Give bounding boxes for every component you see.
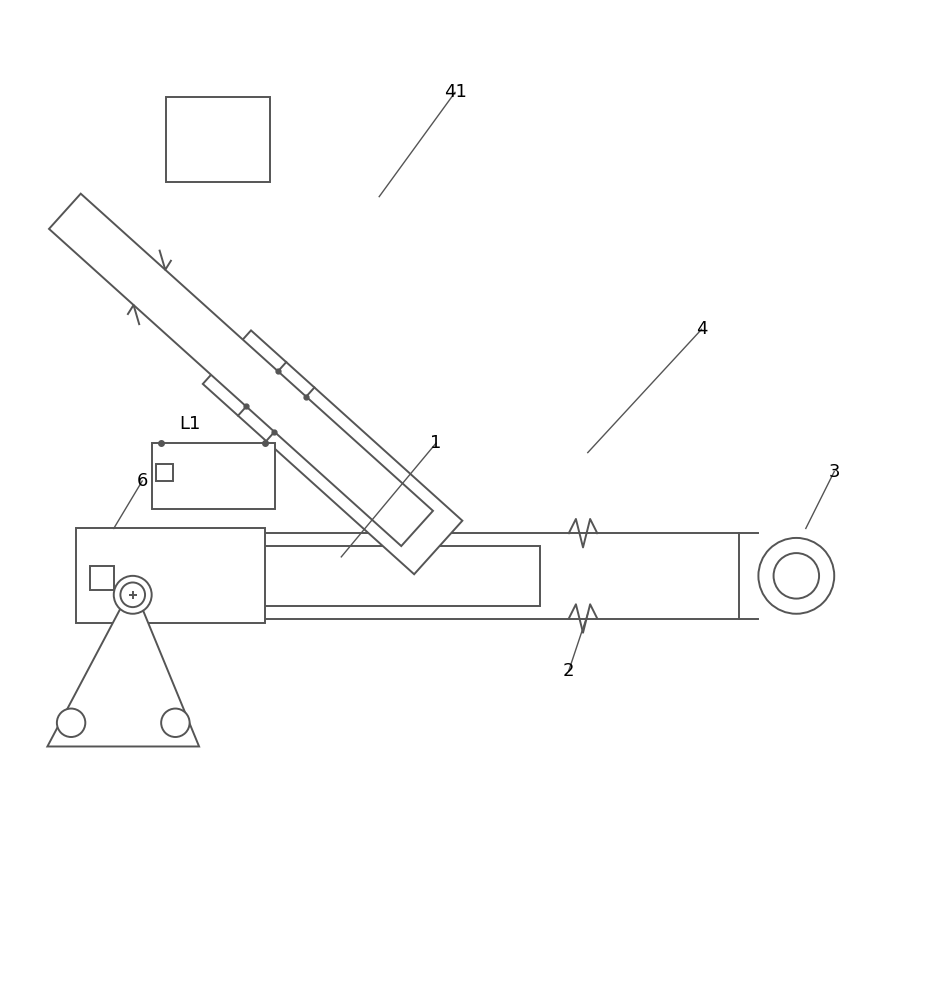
Circle shape	[774, 553, 819, 599]
Polygon shape	[47, 585, 199, 746]
Bar	[166, 97, 270, 182]
Bar	[90, 566, 114, 590]
Circle shape	[57, 709, 85, 737]
Polygon shape	[49, 194, 433, 546]
Text: 41: 41	[444, 83, 466, 101]
Circle shape	[758, 538, 834, 614]
Bar	[156, 464, 173, 481]
Circle shape	[120, 582, 145, 607]
Circle shape	[114, 576, 152, 614]
Bar	[95, 533, 739, 618]
Bar	[76, 528, 265, 623]
Bar	[190, 546, 540, 606]
Bar	[152, 443, 275, 509]
Text: L1: L1	[179, 415, 200, 433]
Polygon shape	[203, 330, 463, 574]
Text: 4: 4	[696, 320, 707, 338]
Text: 2: 2	[563, 662, 574, 680]
Text: 1: 1	[430, 434, 442, 452]
Circle shape	[161, 709, 190, 737]
Text: 3: 3	[829, 463, 840, 481]
Text: 6: 6	[137, 472, 148, 490]
